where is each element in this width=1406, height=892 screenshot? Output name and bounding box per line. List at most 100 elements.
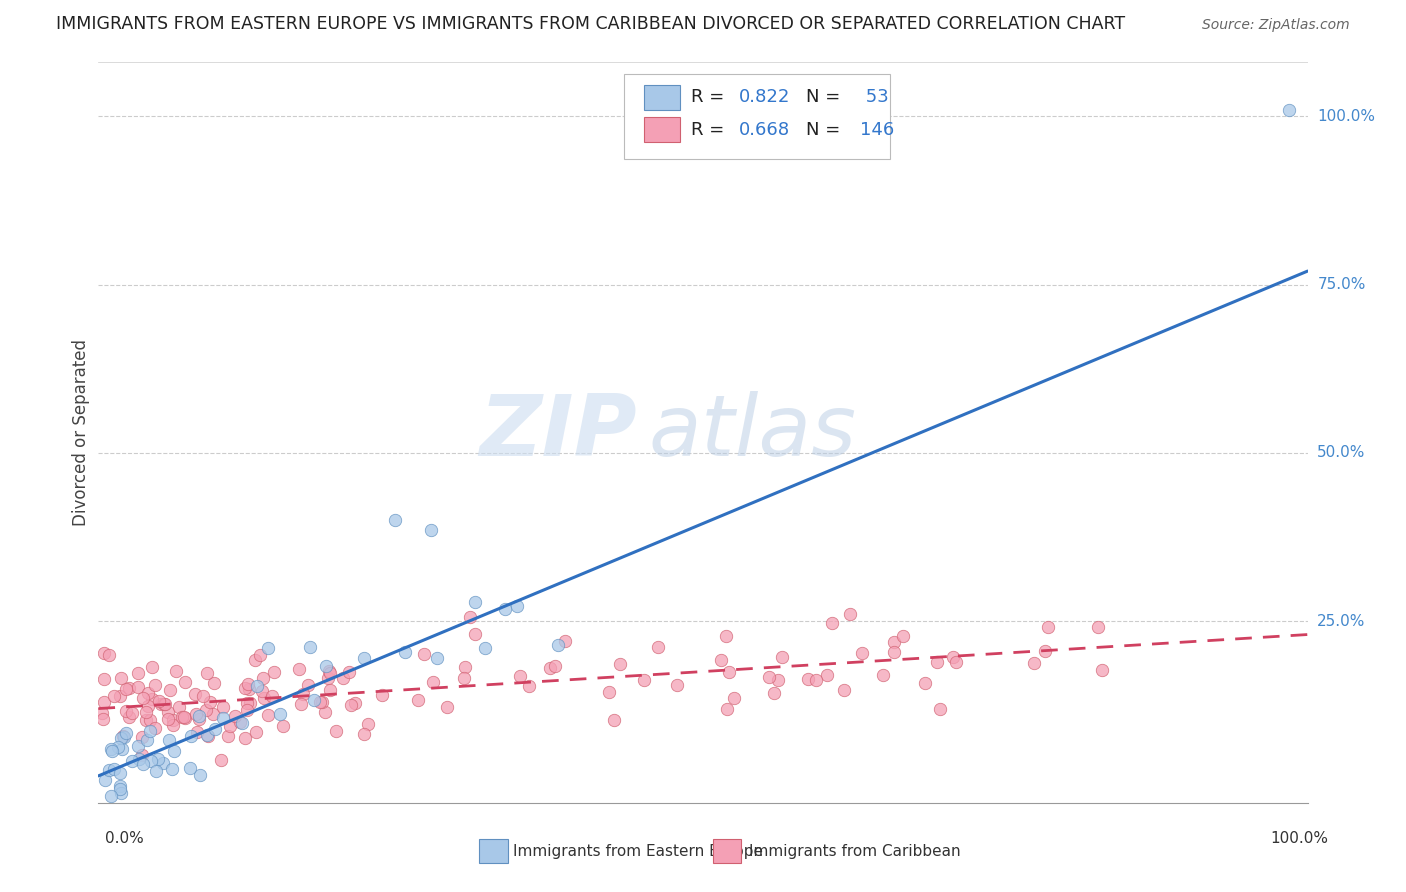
- Point: [714, 629, 737, 643]
- Point: [554, 634, 576, 648]
- Text: IMMIGRANTS FROM EASTERN EUROPE VS IMMIGRANTS FROM CARIBBEAN DIVORCED OR SEPARATE: IMMIGRANTS FROM EASTERN EUROPE VS IMMIGR…: [56, 14, 1125, 32]
- Point: [723, 690, 745, 705]
- Point: [821, 615, 844, 630]
- Point: [110, 671, 132, 685]
- Point: [148, 752, 170, 766]
- Point: [139, 723, 162, 738]
- Point: [269, 706, 291, 721]
- Point: [174, 711, 197, 725]
- Point: [872, 668, 894, 682]
- Point: [138, 713, 160, 727]
- Y-axis label: Divorced or Separated: Divorced or Separated: [72, 339, 90, 526]
- Point: [316, 671, 339, 685]
- Point: [121, 754, 143, 768]
- Point: [100, 789, 122, 803]
- Text: 53: 53: [860, 88, 889, 106]
- Text: 75.0%: 75.0%: [1317, 277, 1365, 292]
- Point: [131, 747, 153, 762]
- Point: [131, 691, 153, 706]
- Point: [135, 714, 157, 728]
- Point: [217, 729, 239, 743]
- Point: [1278, 103, 1301, 117]
- Point: [464, 627, 486, 641]
- Point: [150, 698, 173, 712]
- Text: N =: N =: [806, 120, 846, 139]
- Point: [832, 683, 855, 698]
- Point: [162, 718, 184, 732]
- Point: [127, 666, 149, 681]
- Point: [136, 699, 159, 714]
- Point: [474, 640, 496, 655]
- Point: [238, 676, 260, 690]
- Point: [159, 683, 181, 698]
- Point: [770, 649, 793, 664]
- Point: [93, 772, 115, 787]
- Point: [292, 687, 315, 701]
- FancyBboxPatch shape: [624, 73, 890, 159]
- Point: [160, 762, 183, 776]
- Point: [1022, 656, 1045, 670]
- Point: [103, 690, 125, 704]
- Text: R =: R =: [690, 88, 730, 106]
- Point: [145, 764, 167, 778]
- Point: [758, 671, 780, 685]
- Point: [288, 662, 311, 676]
- Point: [91, 712, 114, 726]
- Point: [118, 709, 141, 723]
- Point: [153, 697, 176, 711]
- Point: [839, 607, 862, 621]
- Point: [170, 710, 193, 724]
- Point: [815, 668, 838, 682]
- Point: [118, 681, 141, 695]
- Point: [188, 768, 211, 782]
- Point: [135, 733, 157, 747]
- Point: [136, 686, 159, 700]
- Point: [180, 729, 202, 743]
- Point: [883, 634, 905, 648]
- Point: [93, 672, 115, 686]
- Point: [141, 692, 163, 706]
- Point: [453, 672, 475, 686]
- Point: [235, 703, 257, 717]
- Point: [112, 729, 135, 743]
- Point: [436, 699, 458, 714]
- Point: [103, 762, 125, 776]
- Point: [318, 665, 340, 679]
- Point: [353, 727, 375, 741]
- Text: 0.0%: 0.0%: [105, 831, 145, 846]
- Point: [107, 740, 129, 755]
- Point: [197, 665, 219, 680]
- FancyBboxPatch shape: [644, 117, 681, 143]
- Text: 100.0%: 100.0%: [1317, 109, 1375, 124]
- Point: [231, 715, 253, 730]
- Point: [128, 752, 150, 766]
- Point: [426, 651, 449, 665]
- Point: [173, 710, 195, 724]
- Point: [115, 681, 138, 696]
- Point: [929, 702, 952, 716]
- Text: Immigrants from Eastern Europe: Immigrants from Eastern Europe: [513, 845, 763, 859]
- Point: [179, 761, 201, 775]
- Point: [422, 675, 444, 690]
- Point: [184, 687, 207, 701]
- Point: [141, 659, 163, 673]
- Point: [394, 644, 416, 658]
- Point: [1033, 643, 1056, 657]
- Point: [339, 698, 361, 712]
- Text: Source: ZipAtlas.com: Source: ZipAtlas.com: [1202, 18, 1350, 31]
- Point: [406, 692, 429, 706]
- Text: 0.822: 0.822: [740, 88, 790, 106]
- Point: [384, 513, 406, 527]
- Point: [666, 678, 689, 692]
- Point: [458, 610, 481, 624]
- Point: [256, 707, 278, 722]
- Point: [252, 671, 274, 685]
- Point: [337, 665, 360, 680]
- Text: N =: N =: [806, 88, 846, 106]
- Point: [371, 688, 394, 702]
- Point: [603, 714, 626, 728]
- Point: [235, 681, 257, 696]
- Point: [233, 731, 256, 745]
- Point: [197, 729, 219, 743]
- Point: [163, 744, 186, 758]
